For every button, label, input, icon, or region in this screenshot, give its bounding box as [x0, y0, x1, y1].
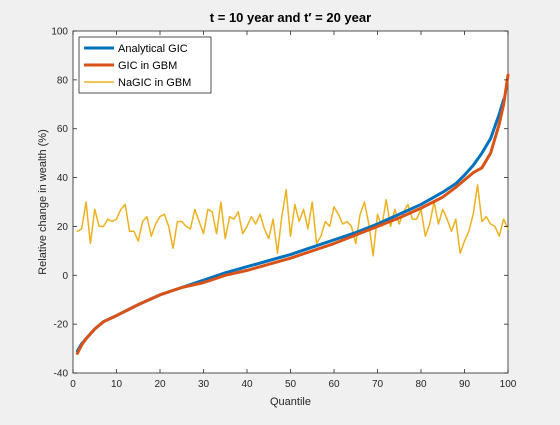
y-tick-label: 0	[62, 271, 68, 282]
x-tick-label: 20	[154, 379, 166, 390]
x-tick-label: 30	[198, 379, 210, 390]
x-tick-label: 40	[241, 379, 253, 390]
legend-label-gic-in-gbm: GIC in GBM	[118, 60, 177, 72]
y-tick-label: 40	[57, 173, 69, 184]
series-layer	[75, 73, 510, 355]
x-tick-label: 100	[500, 379, 517, 390]
x-axis-label: Quantile	[270, 396, 311, 408]
x-tick-label: 80	[415, 379, 427, 390]
series-line-nagic-in-gbm	[76, 184, 509, 257]
y-axis-label: Relative change in wealth (%)	[37, 129, 49, 275]
x-tick-label: 0	[70, 379, 76, 390]
x-tick-label: 10	[111, 379, 123, 390]
legend: Analytical GIC GIC in GBM NaGIC in GBM	[78, 36, 212, 94]
y-tick-label: 80	[57, 75, 69, 86]
x-tick-label: 70	[372, 379, 384, 390]
legend-label-nagic-in-gbm: NaGIC in GBM	[118, 77, 191, 89]
x-tick-label: 90	[459, 379, 471, 390]
axes-layer: 0 10 20 30 40 50 60 70 80 90 100 -40 -20 0 20 40 60 80 100	[51, 27, 516, 391]
legend-label-analytical-gic: Analytical GIC	[118, 43, 188, 55]
x-tick-label: 60	[328, 379, 340, 390]
x-tick-label: 50	[285, 379, 297, 390]
y-tick-label: 60	[57, 124, 69, 135]
y-tick-label: -40	[54, 369, 69, 380]
y-tick-label: -20	[54, 320, 69, 331]
series-line-gic-in-gbm	[75, 73, 510, 355]
y-tick-label: 100	[51, 27, 68, 38]
y-tick-label: 20	[57, 222, 69, 233]
chart-title: t = 10 year and t′ = 20 year	[210, 10, 371, 25]
